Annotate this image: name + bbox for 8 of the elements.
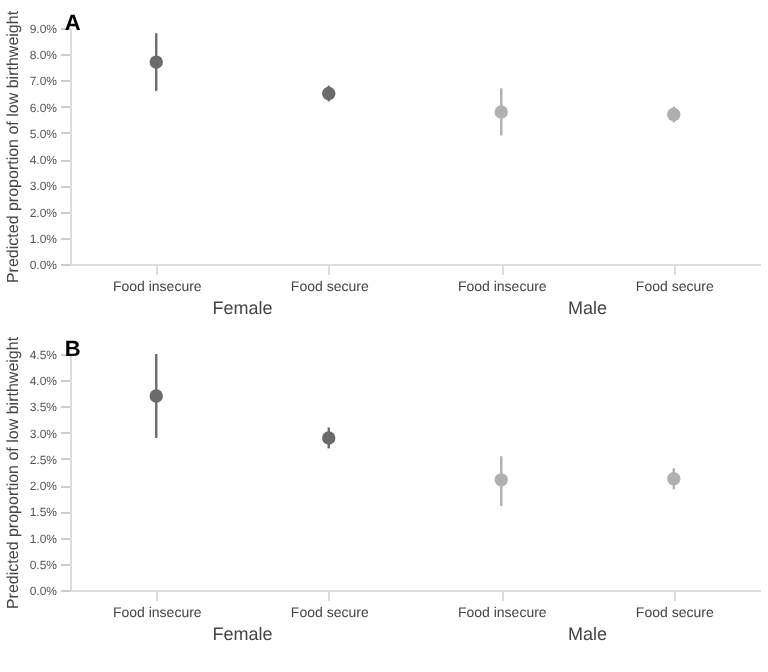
y-axis-title: Predicted proportion of low birthweight: [3, 335, 22, 610]
y-axis-title: Predicted proportion of low birthweight: [3, 9, 22, 284]
text: Male: [567, 298, 608, 318]
text: Female: [212, 624, 273, 644]
chart-title: A: [64, 11, 81, 36]
text: Female: [212, 298, 273, 318]
chart-title: B: [64, 337, 81, 362]
text: Male: [567, 624, 608, 644]
